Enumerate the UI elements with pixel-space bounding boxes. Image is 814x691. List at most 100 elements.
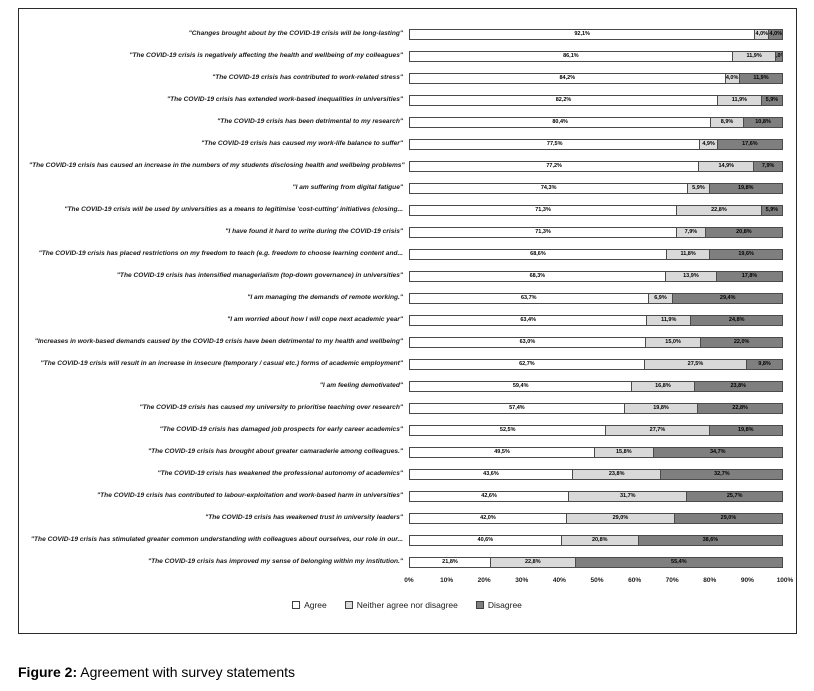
segment-value-label: 19,8%	[737, 185, 754, 191]
x-tick: 0%	[404, 577, 414, 584]
bar-segment-disagree: 17,8%	[716, 270, 783, 282]
legend-swatch-neither	[344, 601, 353, 609]
bar-segment-agree: 40,6%	[409, 534, 562, 546]
bar: 82,2% 11,9% 5,9%	[409, 94, 785, 106]
bar-segment-agree: 21,8%	[409, 556, 491, 568]
bar: 42,0% 29,0% 29,0%	[409, 512, 785, 524]
segment-value-label: 11,9%	[753, 75, 769, 81]
bar-segment-disagree: 24,8%	[690, 314, 784, 326]
chart-row: "Changes brought about by the COVID-19 c…	[29, 23, 785, 45]
segment-value-label: 82,2%	[555, 97, 572, 103]
statement-label: "Changes brought about by the COVID-19 c…	[188, 30, 403, 38]
bar-segment-agree: 42,6%	[409, 490, 570, 502]
bar-segment-disagree: 17,6%	[716, 138, 783, 150]
legend-item-disagree: Disagree	[475, 600, 522, 610]
bar-segment-neither: 20,8%	[560, 534, 639, 546]
statement-label: "The COVID-19 crisis has contributed to …	[212, 74, 403, 82]
bar-segment-agree: 68,3%	[409, 270, 666, 282]
bar-segment-neither: 11,8%	[665, 248, 711, 260]
bar-segment-disagree: 22,0%	[700, 336, 783, 348]
chart-row: "Increases in work-based demands caused …	[29, 331, 785, 353]
segment-value-label: 63,7%	[520, 295, 537, 301]
statement-label: "The COVID-19 crisis has placed restrict…	[38, 250, 403, 258]
segment-value-label: 22,8%	[525, 559, 541, 565]
bar-segment-agree: 62,7%	[409, 358, 645, 370]
bar-segment-agree: 43,6%	[409, 468, 573, 480]
statement-label: "I am managing the demands of remote wor…	[247, 294, 403, 302]
x-tick: 50%	[590, 577, 604, 584]
chart-row: "The COVID-19 crisis has intensified man…	[29, 265, 785, 287]
bar-segment-neither: 31,7%	[568, 490, 688, 502]
x-tick: 30%	[515, 577, 529, 584]
segment-value-label: 10,8%	[755, 119, 771, 125]
segment-value-label: 27,5%	[687, 361, 704, 367]
segment-value-label: 22,8%	[711, 207, 727, 213]
bar: 63,0% 15,0% 22,0%	[409, 336, 785, 348]
bar-segment-disagree: 25,7%	[686, 490, 783, 502]
segment-value-label: 19,8%	[653, 405, 669, 411]
statement-label: "The COVID-19 crisis has been detrimenta…	[217, 118, 403, 126]
chart-row: "The COVID-19 crisis has weakened trust …	[29, 507, 785, 529]
chart-row: "The COVID-19 crisis has extended work-b…	[29, 89, 785, 111]
caption-label: Figure 2:	[18, 664, 78, 680]
bar-segment-disagree: 7,9%	[753, 160, 783, 172]
segment-value-label: 55,4%	[671, 559, 687, 565]
segment-value-label: 77,5%	[546, 141, 563, 147]
statement-label: "The COVID-19 crisis has stimulated grea…	[30, 536, 403, 544]
statement-label: "The COVID-19 crisis will be used by uni…	[64, 206, 403, 214]
bar-segment-disagree: 19,6%	[709, 248, 783, 260]
statement-label: "The COVID-19 crisis is negatively affec…	[129, 52, 403, 60]
bar-segment-disagree: 29,4%	[672, 292, 783, 304]
bar-segment-agree: 63,7%	[409, 292, 649, 304]
segment-value-label: 5,9%	[765, 207, 779, 213]
bar-segment-neither: 19,8%	[623, 402, 699, 414]
segment-value-label: 7,9%	[684, 229, 698, 235]
bar-segment-agree: 42,0%	[409, 512, 567, 524]
bar-segment-neither: 11,9%	[646, 314, 692, 326]
legend-item-neither: Neither agree nor disagree	[344, 600, 458, 610]
segment-value-label: 22,0%	[733, 339, 750, 345]
chart-row: "I am worried about how I will cope next…	[29, 309, 785, 331]
bar-segment-disagree: 38,6%	[637, 534, 783, 546]
bar: 63,7% 6,9% 29,4%	[409, 292, 785, 304]
segment-value-label: 43,6%	[483, 471, 499, 477]
bar-segment-agree: 84,2%	[409, 72, 726, 84]
segment-value-label: 8,9%	[720, 119, 734, 125]
segment-value-label: 11,9%	[746, 53, 762, 59]
segment-value-label: 29,4%	[719, 295, 736, 301]
bar-segment-agree: 63,0%	[409, 336, 646, 348]
bar-segment-neither: 27,7%	[605, 424, 710, 436]
bar-segment-neither: 4,9%	[699, 138, 718, 150]
segment-value-label: 27,7%	[649, 427, 666, 433]
statement-label: "Increases in work-based demands caused …	[34, 338, 403, 346]
segment-value-label: 19,8%	[737, 427, 754, 433]
statement-label: "The COVID-19 crisis has weakened the pr…	[157, 470, 403, 478]
bar-segment-neither: 4,0%	[724, 72, 740, 84]
bar-segment-disagree: 5,9%	[760, 204, 783, 216]
segment-value-label: 11,9%	[731, 97, 748, 103]
bar-segment-neither: 15,8%	[594, 446, 654, 458]
bar: 57,4% 19,8% 22,8%	[409, 402, 785, 414]
chart-row: "The COVID-19 crisis has stimulated grea…	[29, 529, 785, 551]
segment-value-label: 84,2%	[559, 75, 576, 81]
bar-segment-disagree: 20,8%	[704, 226, 783, 238]
bar-segment-agree: 80,4%	[409, 116, 712, 128]
segment-value-label: 17,6%	[742, 141, 758, 147]
bar: 49,5% 15,8% 34,7%	[409, 446, 785, 458]
segment-value-label: 29,0%	[612, 515, 629, 521]
bar-segment-neither: 8,9%	[710, 116, 744, 128]
segment-value-label: 2,0%	[776, 53, 782, 59]
segment-value-label: 23,8%	[608, 471, 625, 477]
segment-value-label: 49,5%	[494, 449, 510, 455]
chart-row: "The COVID-19 crisis has caused my work-…	[29, 133, 785, 155]
x-tick: 70%	[665, 577, 679, 584]
x-tick: 10%	[440, 577, 454, 584]
bar: 86,1% 11,9% 2,0%	[409, 50, 785, 62]
bar: 71,3% 22,8% 5,9%	[409, 204, 785, 216]
bar-segment-agree: 77,5%	[409, 138, 701, 150]
caption-text: Agreement with survey statements	[77, 664, 295, 680]
x-tick: 100%	[776, 577, 794, 584]
bar-segment-neither: 15,0%	[644, 336, 702, 348]
bar: 52,5% 27,7% 19,8%	[409, 424, 785, 436]
